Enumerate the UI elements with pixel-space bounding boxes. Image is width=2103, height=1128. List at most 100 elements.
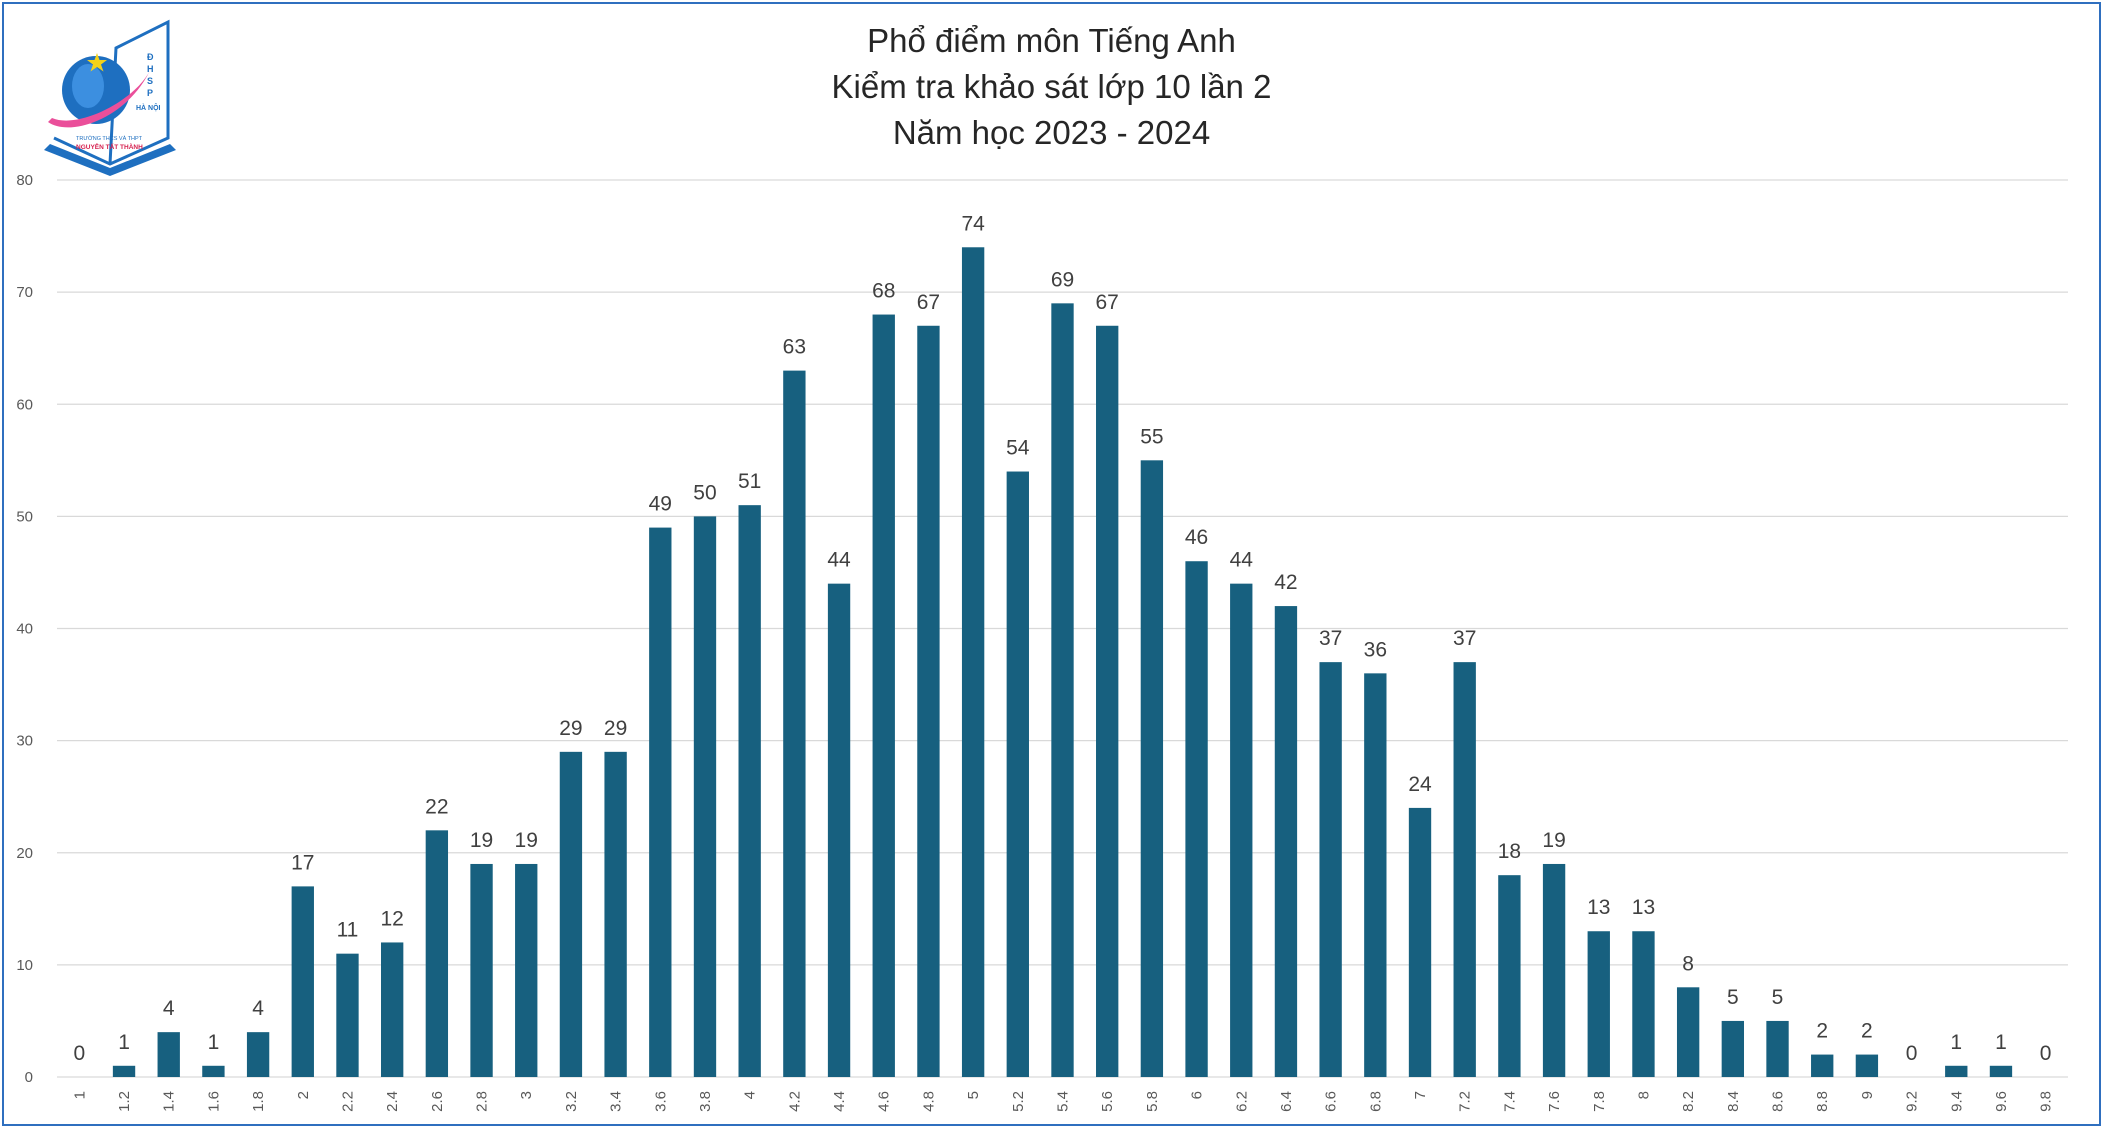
- y-axis-ticks: 0 10 20 30 40 50 60 70 80: [16, 172, 33, 1086]
- x-tick-label: 5.2: [1010, 1091, 1027, 1112]
- data-label: 22: [425, 795, 448, 818]
- bar: [1676, 987, 1700, 1077]
- data-label: 5: [1772, 986, 1784, 1009]
- x-tick-label: 4: [742, 1091, 759, 1099]
- data-label: 24: [1408, 773, 1432, 796]
- bar: [1319, 662, 1342, 1077]
- y-tick-label: 80: [16, 172, 33, 189]
- data-label: 55: [1140, 425, 1163, 448]
- data-label: 13: [1587, 896, 1610, 919]
- x-tick-label: 8.6: [1770, 1091, 1787, 1112]
- data-label: 1: [208, 1031, 220, 1054]
- y-tick-label: 70: [16, 284, 33, 301]
- x-tick-label: 5.8: [1144, 1091, 1161, 1112]
- bar: [1096, 325, 1119, 1077]
- data-label: 2: [1816, 1020, 1828, 1043]
- bar: [1453, 662, 1476, 1077]
- x-tick-label: 6.8: [1367, 1091, 1384, 1112]
- x-tick-label: 4.6: [876, 1091, 893, 1112]
- x-tick-label: 2.6: [429, 1091, 446, 1112]
- bar: [112, 1065, 136, 1077]
- data-label: 2: [1861, 1020, 1873, 1043]
- logo-school-line-2: NGUYỄN TẤT THÀNH: [76, 141, 143, 151]
- y-tick-label: 30: [16, 733, 33, 750]
- x-tick-label: 9.6: [1993, 1091, 2010, 1112]
- x-tick-label: 6.4: [1278, 1091, 1295, 1112]
- x-tick-label: 8.4: [1725, 1091, 1742, 1112]
- x-tick-label: 9.4: [1948, 1091, 1965, 1112]
- x-tick-label: 9.2: [1904, 1091, 1921, 1112]
- x-tick-label: 7.2: [1457, 1091, 1474, 1112]
- y-tick-label: 40: [16, 621, 33, 638]
- data-label: 68: [872, 280, 895, 303]
- bar: [559, 751, 583, 1077]
- bar: [1006, 471, 1029, 1077]
- x-tick-label: 1.8: [250, 1091, 267, 1112]
- data-label: 37: [1453, 627, 1476, 650]
- x-tick-label: 1.4: [161, 1091, 178, 1112]
- x-tick-label: 4.8: [920, 1091, 937, 1112]
- x-tick-label: 1: [71, 1091, 88, 1099]
- title-line-2: Kiểm tra khảo sát lớp 10 lần 2: [831, 68, 1272, 105]
- x-tick-label: 4.4: [831, 1091, 848, 1112]
- bar: [1945, 1065, 1968, 1077]
- x-tick-label: 3.6: [652, 1091, 669, 1112]
- data-label: 13: [1632, 896, 1655, 919]
- bar: [1855, 1054, 1879, 1077]
- data-label: 29: [604, 717, 627, 740]
- bar: [1542, 863, 1566, 1077]
- bar: [1408, 807, 1432, 1077]
- x-tick-label: 4.2: [786, 1091, 803, 1112]
- x-tick-label: 9: [1859, 1091, 1876, 1099]
- bar: [1185, 561, 1208, 1077]
- data-label: 74: [961, 212, 985, 235]
- y-tick-label: 0: [25, 1069, 33, 1086]
- data-label: 12: [380, 907, 403, 930]
- x-tick-label: 3: [518, 1091, 535, 1099]
- data-label: 8: [1682, 952, 1694, 975]
- bar: [425, 830, 449, 1077]
- x-tick-label: 9.8: [2038, 1091, 2055, 1112]
- x-tick-label: 2: [295, 1091, 312, 1099]
- x-tick-label: 7.6: [1546, 1091, 1563, 1112]
- data-label: 69: [1051, 268, 1074, 291]
- bar: [604, 751, 627, 1077]
- data-label: 44: [1230, 549, 1254, 572]
- bar: [1051, 303, 1074, 1077]
- data-label: 11: [337, 919, 359, 942]
- data-label: 36: [1364, 638, 1387, 661]
- x-axis-ticks: 1 1.2 1.4 1.6 1.8 2 2.2 2.4 2.6 2.8 3 3.2 3.4 3.6 3.8 4…: [71, 1091, 2054, 1112]
- bar: [1274, 606, 1298, 1077]
- bar: [1498, 875, 1521, 1077]
- bar: [783, 370, 806, 1077]
- x-tick-label: 2.8: [474, 1091, 491, 1112]
- data-label: 1: [1950, 1031, 1962, 1054]
- data-label: 1: [1995, 1031, 2007, 1054]
- chart-title: Phổ điểm môn Tiếng Anh Kiểm tra khảo sát…: [0, 18, 2103, 156]
- x-tick-label: 5.6: [1099, 1091, 1116, 1112]
- logo-vertical-s: S: [147, 76, 153, 86]
- bar: [738, 505, 761, 1078]
- logo-book-right-icon: [110, 144, 176, 176]
- data-label: 18: [1498, 840, 1521, 863]
- bar: [1364, 673, 1387, 1077]
- x-tick-label: 8.8: [1814, 1091, 1831, 1112]
- bar: [1766, 1020, 1789, 1077]
- logo-globe-highlight: [72, 64, 104, 108]
- data-label: 0: [1906, 1042, 1918, 1065]
- bar: [1811, 1054, 1834, 1077]
- bar: [917, 325, 940, 1077]
- data-label: 67: [1096, 291, 1119, 314]
- bar: [202, 1065, 225, 1077]
- data-label: 63: [783, 336, 806, 359]
- bar: [470, 863, 493, 1077]
- data-label: 44: [827, 549, 851, 572]
- y-tick-label: 20: [16, 845, 33, 862]
- x-tick-label: 3.8: [697, 1091, 714, 1112]
- title-line-1: Phổ điểm môn Tiếng Anh: [867, 22, 1236, 59]
- data-label: 67: [917, 291, 940, 314]
- logo-vertical-d: Đ: [147, 52, 154, 62]
- school-logo: Đ H S P HÀ NỘI TRƯỜNG THCS VÀ THPT NGUYỄ…: [44, 19, 176, 176]
